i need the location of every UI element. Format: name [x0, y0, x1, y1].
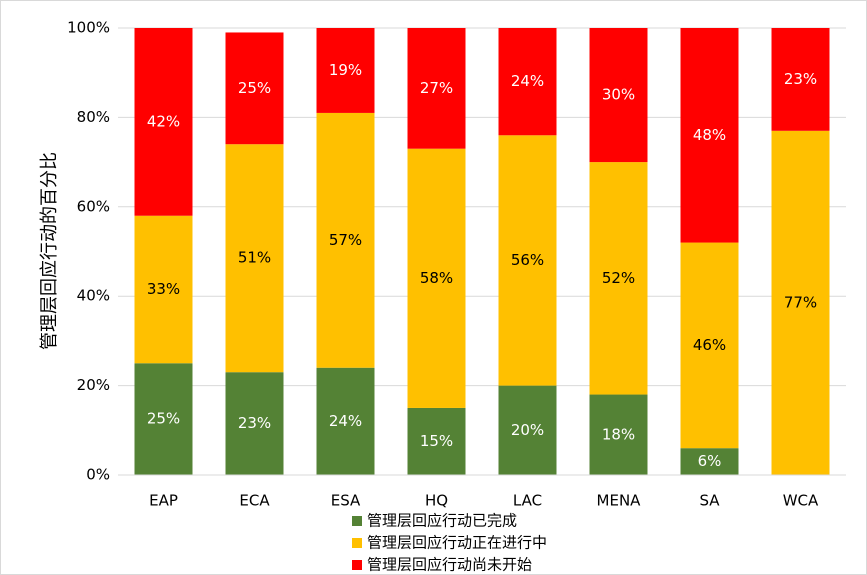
y-tick-label: 60%	[77, 197, 110, 215]
bar-segment	[316, 367, 375, 475]
legend-label: 管理层回应行动已完成	[367, 512, 517, 530]
bar-segment	[589, 162, 648, 395]
legend-swatch	[352, 560, 362, 570]
x-tick-label: WCA	[783, 492, 819, 510]
bar-segment	[498, 385, 557, 475]
legend-swatch	[352, 516, 362, 526]
data-label: 24%	[329, 412, 362, 430]
bar-segment	[407, 148, 466, 408]
legend-label: 管理层回应行动正在进行中	[367, 534, 547, 552]
data-label: 25%	[238, 79, 271, 97]
legend-label: 管理层回应行动尚未开始	[367, 556, 532, 574]
data-label: 46%	[693, 336, 726, 354]
y-tick-label: 100%	[67, 19, 110, 37]
bar-segment	[407, 28, 466, 149]
bar-segment	[771, 28, 830, 131]
x-tick-label: EAP	[149, 492, 178, 510]
data-label: 42%	[147, 112, 180, 130]
data-label: 52%	[602, 269, 635, 287]
data-label: 27%	[420, 79, 453, 97]
data-label: 58%	[420, 269, 453, 287]
bar-segment	[316, 28, 375, 113]
bar-segment	[225, 32, 284, 145]
y-tick-label: 80%	[77, 108, 110, 126]
bar-segment	[407, 407, 466, 475]
data-label: 23%	[238, 414, 271, 432]
x-tick-label: LAC	[513, 492, 542, 510]
data-label: 30%	[602, 86, 635, 104]
y-axis-title: 管理层回应行动的百分比	[39, 152, 60, 350]
data-label: 24%	[511, 72, 544, 90]
bar-segment	[498, 28, 557, 136]
data-label: 77%	[784, 293, 817, 311]
bar-segment	[134, 215, 193, 364]
data-label: 51%	[238, 249, 271, 267]
data-label: 48%	[693, 126, 726, 144]
bar-segment	[771, 130, 830, 475]
data-label: 18%	[602, 425, 635, 443]
bar-segment	[134, 363, 193, 475]
y-tick-label: 20%	[77, 376, 110, 394]
y-tick-label: 0%	[86, 466, 110, 484]
data-label: 56%	[511, 251, 544, 269]
bar-segment	[680, 28, 739, 243]
bar-segment	[134, 28, 193, 216]
data-label: 20%	[511, 421, 544, 439]
bar-segment	[316, 112, 375, 368]
bar-segment	[680, 448, 739, 475]
bar-segment	[225, 372, 284, 475]
x-tick-label: ESA	[331, 492, 361, 510]
bar-segment	[498, 135, 557, 386]
y-tick-label: 40%	[77, 287, 110, 305]
bar-segment	[589, 28, 648, 163]
data-label: 6%	[698, 452, 722, 470]
data-label: 15%	[420, 432, 453, 450]
bar-segment	[680, 242, 739, 449]
x-tick-label: ECA	[239, 492, 270, 510]
x-tick-label: HQ	[425, 492, 448, 510]
x-tick-label: MENA	[597, 492, 642, 510]
x-tick-label: SA	[699, 492, 720, 510]
bar-segment	[589, 394, 648, 475]
data-label: 19%	[329, 61, 362, 79]
data-label: 25%	[147, 410, 180, 428]
bar-segment	[225, 144, 284, 373]
data-label: 57%	[329, 231, 362, 249]
legend-swatch	[352, 538, 362, 548]
data-label: 33%	[147, 280, 180, 298]
data-label: 23%	[784, 70, 817, 88]
